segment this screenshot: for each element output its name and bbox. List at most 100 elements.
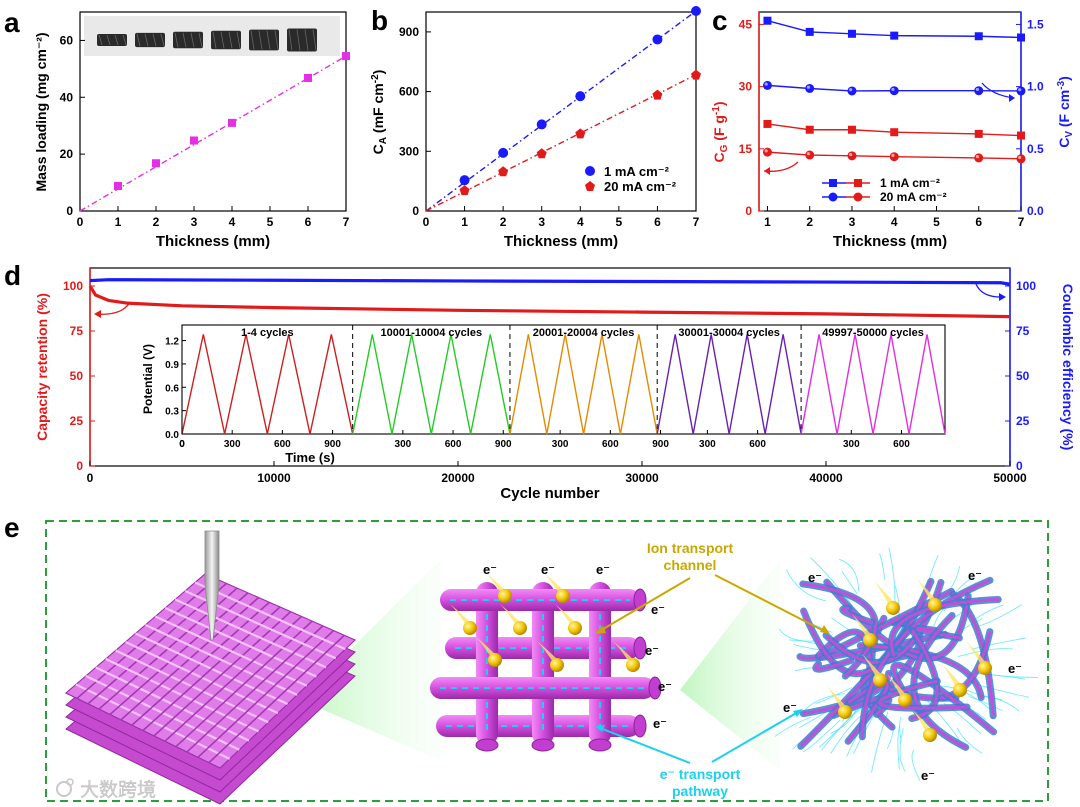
lattice-sample — [97, 34, 127, 46]
data-point — [974, 86, 984, 96]
fiber-hair — [899, 728, 906, 773]
fiber-core — [878, 679, 969, 710]
sample-texture — [114, 34, 119, 46]
ion-tail — [875, 582, 897, 606]
ion-ball — [898, 693, 912, 707]
ion-tail — [827, 686, 849, 710]
inset-x-tick-label: 600 — [893, 439, 910, 450]
x-tick-label: 7 — [693, 215, 700, 229]
ion-tail — [917, 579, 939, 603]
gcd-curve — [181, 334, 354, 435]
ion-channel-label-line2: channel — [664, 557, 717, 573]
sample-texture — [312, 29, 317, 51]
zoom-beam-1 — [300, 560, 440, 760]
data-point — [304, 73, 312, 82]
data-point — [691, 69, 701, 80]
x-tick-label: 3 — [849, 215, 856, 229]
ion-channel-arrows — [594, 574, 830, 634]
panel-a-axes — [79, 11, 347, 212]
fiber-hair — [968, 696, 1003, 712]
lattice-samples-photo — [97, 28, 317, 52]
marker-highlight — [806, 152, 811, 156]
electron-symbol: e⁻ — [645, 643, 659, 658]
marker-highlight — [806, 85, 811, 89]
ion-tail — [852, 614, 874, 638]
electron-symbol: e⁻ — [658, 679, 672, 694]
ion-tail — [887, 674, 909, 698]
series-line — [767, 84, 1022, 92]
ion-tail — [912, 709, 934, 733]
ion-ball — [886, 601, 900, 615]
inset-y-tick-label: 1.2 — [165, 337, 179, 348]
marker-highlight — [764, 149, 768, 153]
y-tick-label: 40 — [60, 90, 74, 104]
sample-texture — [98, 34, 103, 46]
data-point — [1016, 86, 1026, 96]
ion-ball — [923, 728, 937, 742]
x-tick-label: 50000 — [993, 471, 1027, 485]
data-point — [652, 89, 663, 100]
inset-y-tick-label: 0.3 — [165, 407, 179, 418]
y-tick-label: 0 — [412, 204, 419, 218]
ion-ball — [873, 673, 887, 687]
fiber-hair — [871, 711, 889, 773]
ion-tail — [485, 572, 509, 594]
marker-highlight — [1018, 155, 1022, 160]
ion-ball — [568, 621, 582, 635]
sample-texture — [144, 33, 149, 47]
data-point — [847, 151, 857, 161]
y-tick-label: 60 — [60, 33, 74, 47]
x-tick-label: 5 — [616, 215, 623, 229]
sample-texture — [152, 33, 157, 47]
electron-pathway-label-line1: e⁻ transport — [660, 766, 741, 782]
data-point — [536, 119, 547, 130]
gcd-inset-ylabel: Potential (V) — [141, 344, 155, 414]
ion-ball — [863, 633, 877, 647]
lattice-strand — [142, 606, 281, 732]
x-tick-label: 0 — [87, 471, 94, 485]
panel-c-ylabel-left: CG (F g-1) — [711, 101, 730, 162]
legend-label-20mA: 20 mA cm⁻² — [604, 179, 677, 194]
x-tick-label: 6 — [654, 215, 661, 229]
marker-highlight — [891, 153, 895, 157]
panel-c-xlabel: Thickness (mm) — [833, 233, 947, 250]
gcd-curve — [656, 334, 802, 435]
sample-texture — [174, 32, 179, 48]
lattice-strand — [174, 598, 327, 669]
data-point — [890, 128, 899, 137]
fiber-core — [858, 644, 983, 699]
panel-b-ylabel: CA (mF cm-2) — [370, 70, 389, 155]
data-point — [459, 185, 470, 196]
fiber-hair — [971, 637, 1026, 650]
panel-c-legend: 1 mA cm⁻² 20 mA cm⁻² — [822, 176, 947, 204]
lattice-strand — [186, 625, 324, 753]
ion-ball — [498, 589, 512, 603]
ion-tail — [967, 642, 989, 666]
electron-symbol: e⁻ — [541, 562, 555, 577]
panel-b-legend: 1 mA cm⁻² 20 mA cm⁻² — [585, 164, 677, 194]
lattice-strand — [154, 615, 308, 687]
data-point — [890, 31, 899, 40]
data-point — [847, 125, 856, 134]
sample-texture — [160, 33, 165, 47]
x-tick-label: 7 — [1018, 215, 1025, 229]
data-point — [889, 152, 899, 162]
x-tick-label: 20000 — [441, 471, 475, 485]
y-right-tick-label: 0 — [1016, 459, 1023, 473]
inset-x-tick-label: 600 — [602, 439, 619, 450]
x-tick-label: 1 — [461, 215, 468, 229]
panel-b: b 0 1 2 3 4 5 6 7 0 300 600 900 1 mA cm⁻² 20 mA cm⁻… — [370, 5, 701, 250]
data-point — [652, 34, 663, 45]
marker-highlight — [849, 152, 853, 157]
ion-ball — [550, 658, 564, 672]
fiber-hair — [879, 553, 886, 580]
y-tick-label: 50 — [70, 369, 84, 383]
x-tick-label: 30000 — [625, 471, 659, 485]
x-tick-label: 2 — [806, 215, 813, 229]
marker-highlight — [891, 87, 895, 92]
ion-tail — [475, 636, 499, 658]
sample-texture — [220, 31, 225, 49]
gcd-curve — [351, 334, 511, 435]
y-right-tick-label: 0.5 — [1027, 142, 1044, 156]
sample-texture — [122, 34, 127, 46]
